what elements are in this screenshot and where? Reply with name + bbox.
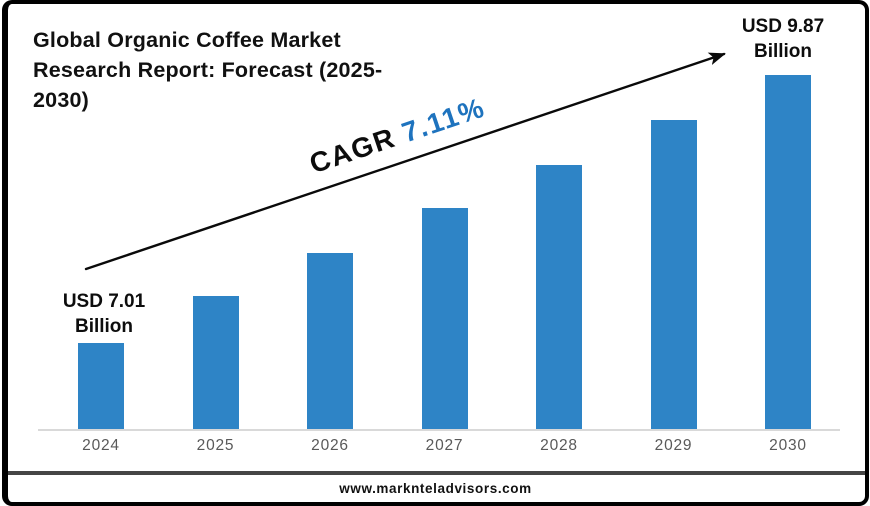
- value-label-2030: USD 9.87 Billion: [715, 14, 851, 64]
- value-label-2030-line1: USD 9.87: [741, 16, 825, 37]
- value-label-2024: USD 7.01 Billion: [36, 289, 172, 339]
- x-label-2030: 2030: [769, 437, 807, 454]
- chart-title: Global Organic Coffee Market Research Re…: [33, 25, 382, 115]
- bar-2024: [78, 343, 124, 430]
- x-label-2029: 2029: [654, 437, 693, 454]
- bar-2025: [192, 296, 239, 430]
- x-label-2025: 2025: [196, 437, 235, 454]
- chart-title-line-2: Research Report: Forecast (2025-: [33, 58, 383, 82]
- bar-2029: [650, 120, 697, 430]
- x-axis-line: [38, 429, 840, 431]
- x-label-2024: 2024: [82, 437, 120, 454]
- value-label-2030-line2: Billion: [753, 41, 813, 62]
- chart-title-line-3: 2030): [33, 88, 89, 112]
- footer: www.marknteladvisors.com: [6, 475, 865, 502]
- footer-divider: [6, 471, 865, 475]
- bar-2026: [307, 253, 353, 430]
- x-label-2026: 2026: [311, 437, 349, 454]
- x-label-2028: 2028: [540, 437, 578, 454]
- bar-2028: [536, 165, 582, 430]
- chart-title-line-1: Global Organic Coffee Market: [33, 28, 341, 52]
- website-text: www.marknteladvisors.com: [339, 481, 532, 496]
- x-label-2027: 2027: [425, 437, 464, 454]
- bar-2027: [421, 208, 468, 430]
- value-label-2024-line2: Billion: [74, 316, 134, 337]
- bar-2030: [765, 75, 811, 430]
- value-label-2024-line1: USD 7.01: [62, 291, 146, 312]
